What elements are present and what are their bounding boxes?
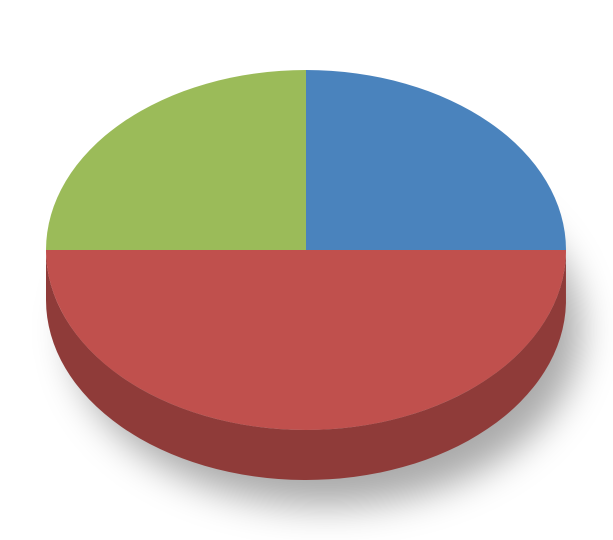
pie-slice xyxy=(46,70,306,250)
pie-slice xyxy=(306,70,566,250)
pie-chart-3d xyxy=(0,0,613,540)
pie-chart-svg xyxy=(0,0,613,540)
